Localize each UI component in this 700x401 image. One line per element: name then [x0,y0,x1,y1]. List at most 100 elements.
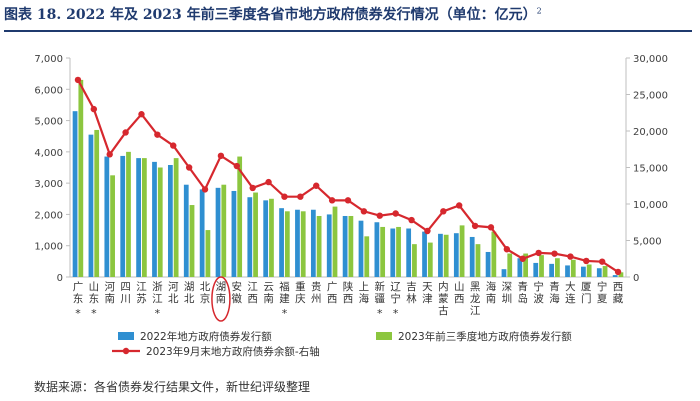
bar-2022 [612,275,618,277]
balance-point [503,246,511,253]
bar-2023q3 [141,158,147,277]
category-label: 内蒙古 [438,280,449,317]
balance-point [424,227,431,235]
category-label: 青海 [549,280,560,305]
balance-point [74,76,82,84]
balance-point [456,202,463,209]
category-label: 湖北 [184,281,195,305]
bar-2022 [183,184,189,277]
category-label: 黑龙江 [470,281,481,317]
balance-point [106,151,113,158]
y-left-tick-label: 5,000 [34,117,63,128]
category-label: 河北 [168,281,179,305]
bar-2023q3 [602,266,608,277]
category-label: 重庆 [295,280,306,305]
bar-2022 [247,197,253,277]
bar-2022 [453,233,459,277]
y-left-tick-label: 2,000 [34,210,63,221]
bar-2023q3 [253,192,258,277]
balance-point [185,164,193,171]
source-note: 数据来源：各省债券发行结果文件，新世纪评级整理 [34,380,311,394]
bar-2023q3 [284,211,290,277]
category-label: 贵州 [311,280,322,305]
bar-2023q3 [189,205,195,277]
category-asterisk: * [393,307,399,320]
category-label: 陕西 [343,280,354,305]
bar-2022 [167,164,173,277]
highlight-ellipse [211,276,231,322]
bar-2023q3 [221,184,227,277]
bar-2023q3 [618,272,624,277]
category-asterisk: * [75,307,81,320]
bar-2022 [215,187,221,277]
balance-point [614,268,622,276]
legend-label-balance: 2023年9月末地方政府债券余额-右轴 [146,345,320,358]
category-label: 山东 [89,281,100,305]
bar-2023q3 [380,226,386,277]
bar-2022 [326,214,332,277]
category-label: 西藏 [613,281,624,305]
balance-point [217,152,225,160]
bar-2023q3 [523,253,529,277]
y-right-tick-label: 5,000 [633,237,662,248]
bar-2023q3 [507,253,513,277]
bar-2023q3 [491,231,497,277]
balance-point [583,257,590,265]
category-label: 北京 [200,281,211,305]
balance-point [154,131,161,138]
balance-point [408,216,415,224]
bar-2022 [438,233,443,277]
category-label: 吉林 [406,281,417,305]
y-right-tick-label: 25,000 [633,91,668,102]
bar-2022 [295,209,300,277]
category-label: 厦门 [581,281,592,305]
bar-2023q3 [157,167,163,277]
category-label: 天津 [422,281,433,305]
legend-label-2022: 2022年地方政府债券发行额 [140,330,272,343]
bar-2023q3 [94,129,100,277]
category-label: 青岛 [517,280,528,305]
bar-2023q3 [443,234,449,277]
bar-2022 [263,200,269,277]
bar-2022 [485,251,491,277]
bar-2022 [72,111,78,277]
title-divider [4,30,692,32]
balance-point [344,197,352,204]
bar-2022 [88,134,94,277]
bar-2022 [596,268,602,277]
category-label: 深圳 [502,281,513,305]
balance-point [360,208,368,215]
bar-2022 [390,228,396,277]
category-asterisk: * [377,307,383,320]
balance-point [598,258,606,265]
bar-2023q3 [427,242,433,277]
category-label: 河南 [104,281,115,305]
bar-2023q3 [364,236,370,277]
category-label: 湖南 [216,281,227,305]
y-left-tick-label: 0 [57,273,63,284]
category-label: 江西 [247,281,258,305]
bar-2023q3 [205,230,211,277]
bar-2023q3 [110,175,115,277]
bar-2022 [199,189,205,277]
balance-point [138,111,145,118]
category-label: 大连 [565,280,576,305]
balance-point [122,129,129,136]
bar-2022 [422,231,427,277]
balance-point [551,250,558,257]
bar-2022 [104,156,110,277]
legend-marker-balance [122,347,130,355]
bar-2022 [358,220,364,277]
category-asterisk: * [282,307,288,320]
bar-2023q3 [459,225,465,277]
bar-2023q3 [586,264,592,277]
bar-2022 [406,228,412,277]
bar-2022 [469,236,475,277]
category-label: 辽宁 [390,281,401,305]
y-right-tick-label: 15,000 [633,164,668,175]
category-label: 浙江 [152,281,163,305]
y-left-tick-label: 7,000 [34,54,63,65]
y-right-tick-label: 0 [633,273,639,284]
balance-point [376,212,383,219]
